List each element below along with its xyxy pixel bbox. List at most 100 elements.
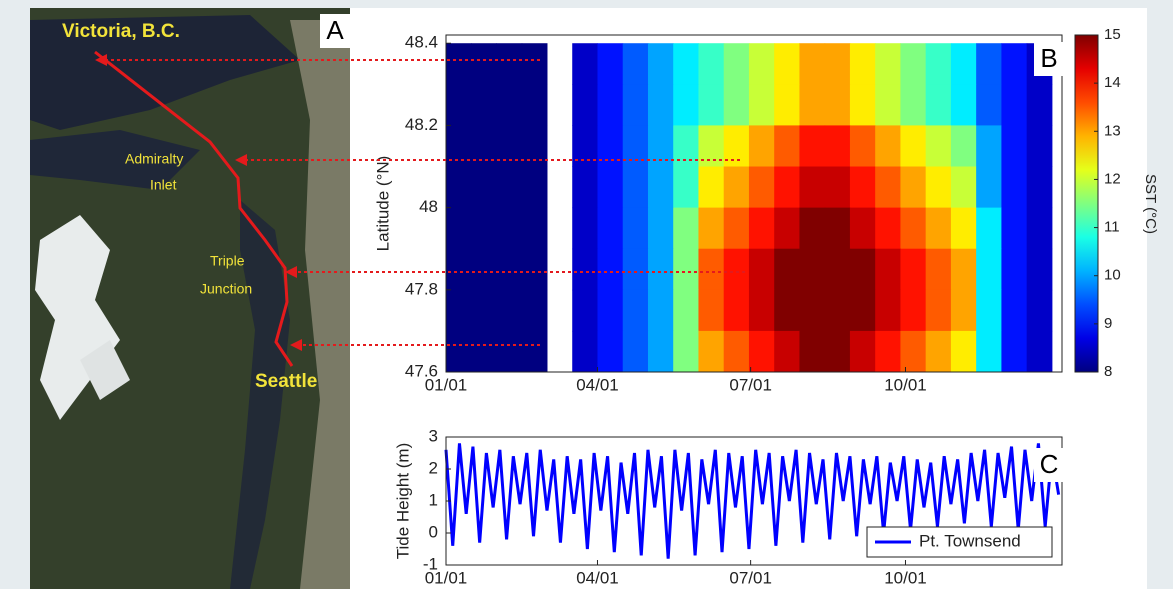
heat-cell <box>1026 207 1053 250</box>
heat-cell <box>471 207 497 250</box>
heat-cell <box>471 43 497 85</box>
x-tick-label: 07/01 <box>729 568 772 587</box>
heat-cell <box>748 289 775 332</box>
x-tick-label: 10/01 <box>884 375 927 394</box>
heat-cell <box>1026 125 1053 168</box>
heat-cell <box>496 84 523 126</box>
heat-cell <box>849 166 876 209</box>
x-tick-label: 01/01 <box>425 375 468 394</box>
heat-cell <box>950 84 977 126</box>
heat-cell <box>1026 84 1053 126</box>
arrow-head <box>95 54 107 66</box>
y-axis-label: Latitude (°N) <box>373 156 392 252</box>
heat-cell <box>925 207 952 250</box>
heat-cell <box>597 330 624 373</box>
heat-cell <box>799 125 826 168</box>
panel-letter: B <box>1040 43 1057 73</box>
heat-cell <box>597 43 624 85</box>
heat-cell <box>748 330 775 373</box>
heat-cell <box>1001 125 1028 168</box>
heat-cell <box>496 248 523 291</box>
panel-letter: C <box>1040 449 1059 479</box>
heat-cell <box>673 166 699 209</box>
heat-cell <box>774 207 800 250</box>
heat-cell <box>748 84 775 126</box>
colorbar-tick-label: 9 <box>1104 315 1112 332</box>
heat-cell <box>976 125 1002 168</box>
panel-letter-box <box>320 14 350 48</box>
heat-cell <box>849 84 876 126</box>
heat-cell <box>597 289 624 332</box>
heat-cell <box>496 289 523 332</box>
arrow-head <box>290 339 302 351</box>
heat-cell <box>976 43 1002 85</box>
map-snow <box>80 340 130 400</box>
heat-cell <box>622 84 649 126</box>
heat-cell <box>774 330 800 373</box>
x-tick-label: 04/01 <box>576 568 619 587</box>
colorbar <box>1074 34 1099 373</box>
panel-letter-box <box>1034 448 1064 482</box>
heat-cell <box>496 43 523 85</box>
heat-cell <box>647 289 674 332</box>
heat-cell <box>496 207 523 250</box>
heat-cell <box>774 248 800 291</box>
heat-cell <box>572 166 598 209</box>
y-tick-label: -1 <box>423 554 438 573</box>
heat-cell <box>799 248 826 291</box>
heat-cell <box>1001 248 1028 291</box>
heat-cell <box>1001 330 1028 373</box>
heat-cell <box>799 43 826 85</box>
heat-cell <box>849 125 876 168</box>
heat-cell <box>925 248 952 291</box>
heat-cell <box>597 248 624 291</box>
heat-cell <box>673 84 699 126</box>
heat-cell <box>849 207 876 250</box>
heat-cell <box>799 84 826 126</box>
heat-cell <box>824 289 851 332</box>
y-tick-label: 47.8 <box>405 279 438 298</box>
heat-cell <box>1026 330 1053 373</box>
heat-cell <box>925 330 952 373</box>
heat-cell <box>774 166 800 209</box>
panel-letter-box <box>1034 42 1064 76</box>
heat-cell <box>1001 166 1028 209</box>
heat-cell <box>774 43 800 85</box>
map-label: Junction <box>200 281 252 297</box>
heat-cell <box>673 207 699 250</box>
heat-cell <box>925 125 952 168</box>
y-tick-label: 48 <box>419 197 438 216</box>
heat-cell <box>748 207 775 250</box>
heat-cell <box>446 248 472 291</box>
heat-cell <box>446 207 472 250</box>
y-axis-label: Tide Height (m) <box>393 443 412 560</box>
heat-cell <box>900 166 927 209</box>
heat-cell <box>950 330 977 373</box>
arrows <box>95 54 745 351</box>
heat-cell <box>572 207 598 250</box>
heat-cell <box>774 84 800 126</box>
heat-cell <box>597 207 624 250</box>
heat-cell <box>799 207 826 250</box>
heat-cell <box>900 248 927 291</box>
heat-cell <box>875 330 901 373</box>
colorbar-tick-label: 15 <box>1104 26 1121 43</box>
heat-cell <box>572 330 598 373</box>
map-water <box>230 200 290 589</box>
heat-cell <box>748 166 775 209</box>
map-water <box>30 15 300 130</box>
heat-cell <box>799 289 826 332</box>
map-label: Inlet <box>150 177 177 193</box>
heat-cell <box>521 166 548 209</box>
axes-frame <box>445 436 1063 566</box>
heat-cell <box>824 330 851 373</box>
heat-cell <box>622 166 649 209</box>
map-panel: Victoria, B.C. Admiralty Inlet Triple Ju… <box>30 8 350 589</box>
heat-cell <box>471 248 497 291</box>
heat-cell <box>673 43 699 85</box>
heat-cell <box>647 166 674 209</box>
colorbar-tick-label: 10 <box>1104 267 1121 284</box>
heat-cell <box>925 84 952 126</box>
heat-cell <box>1001 84 1028 126</box>
